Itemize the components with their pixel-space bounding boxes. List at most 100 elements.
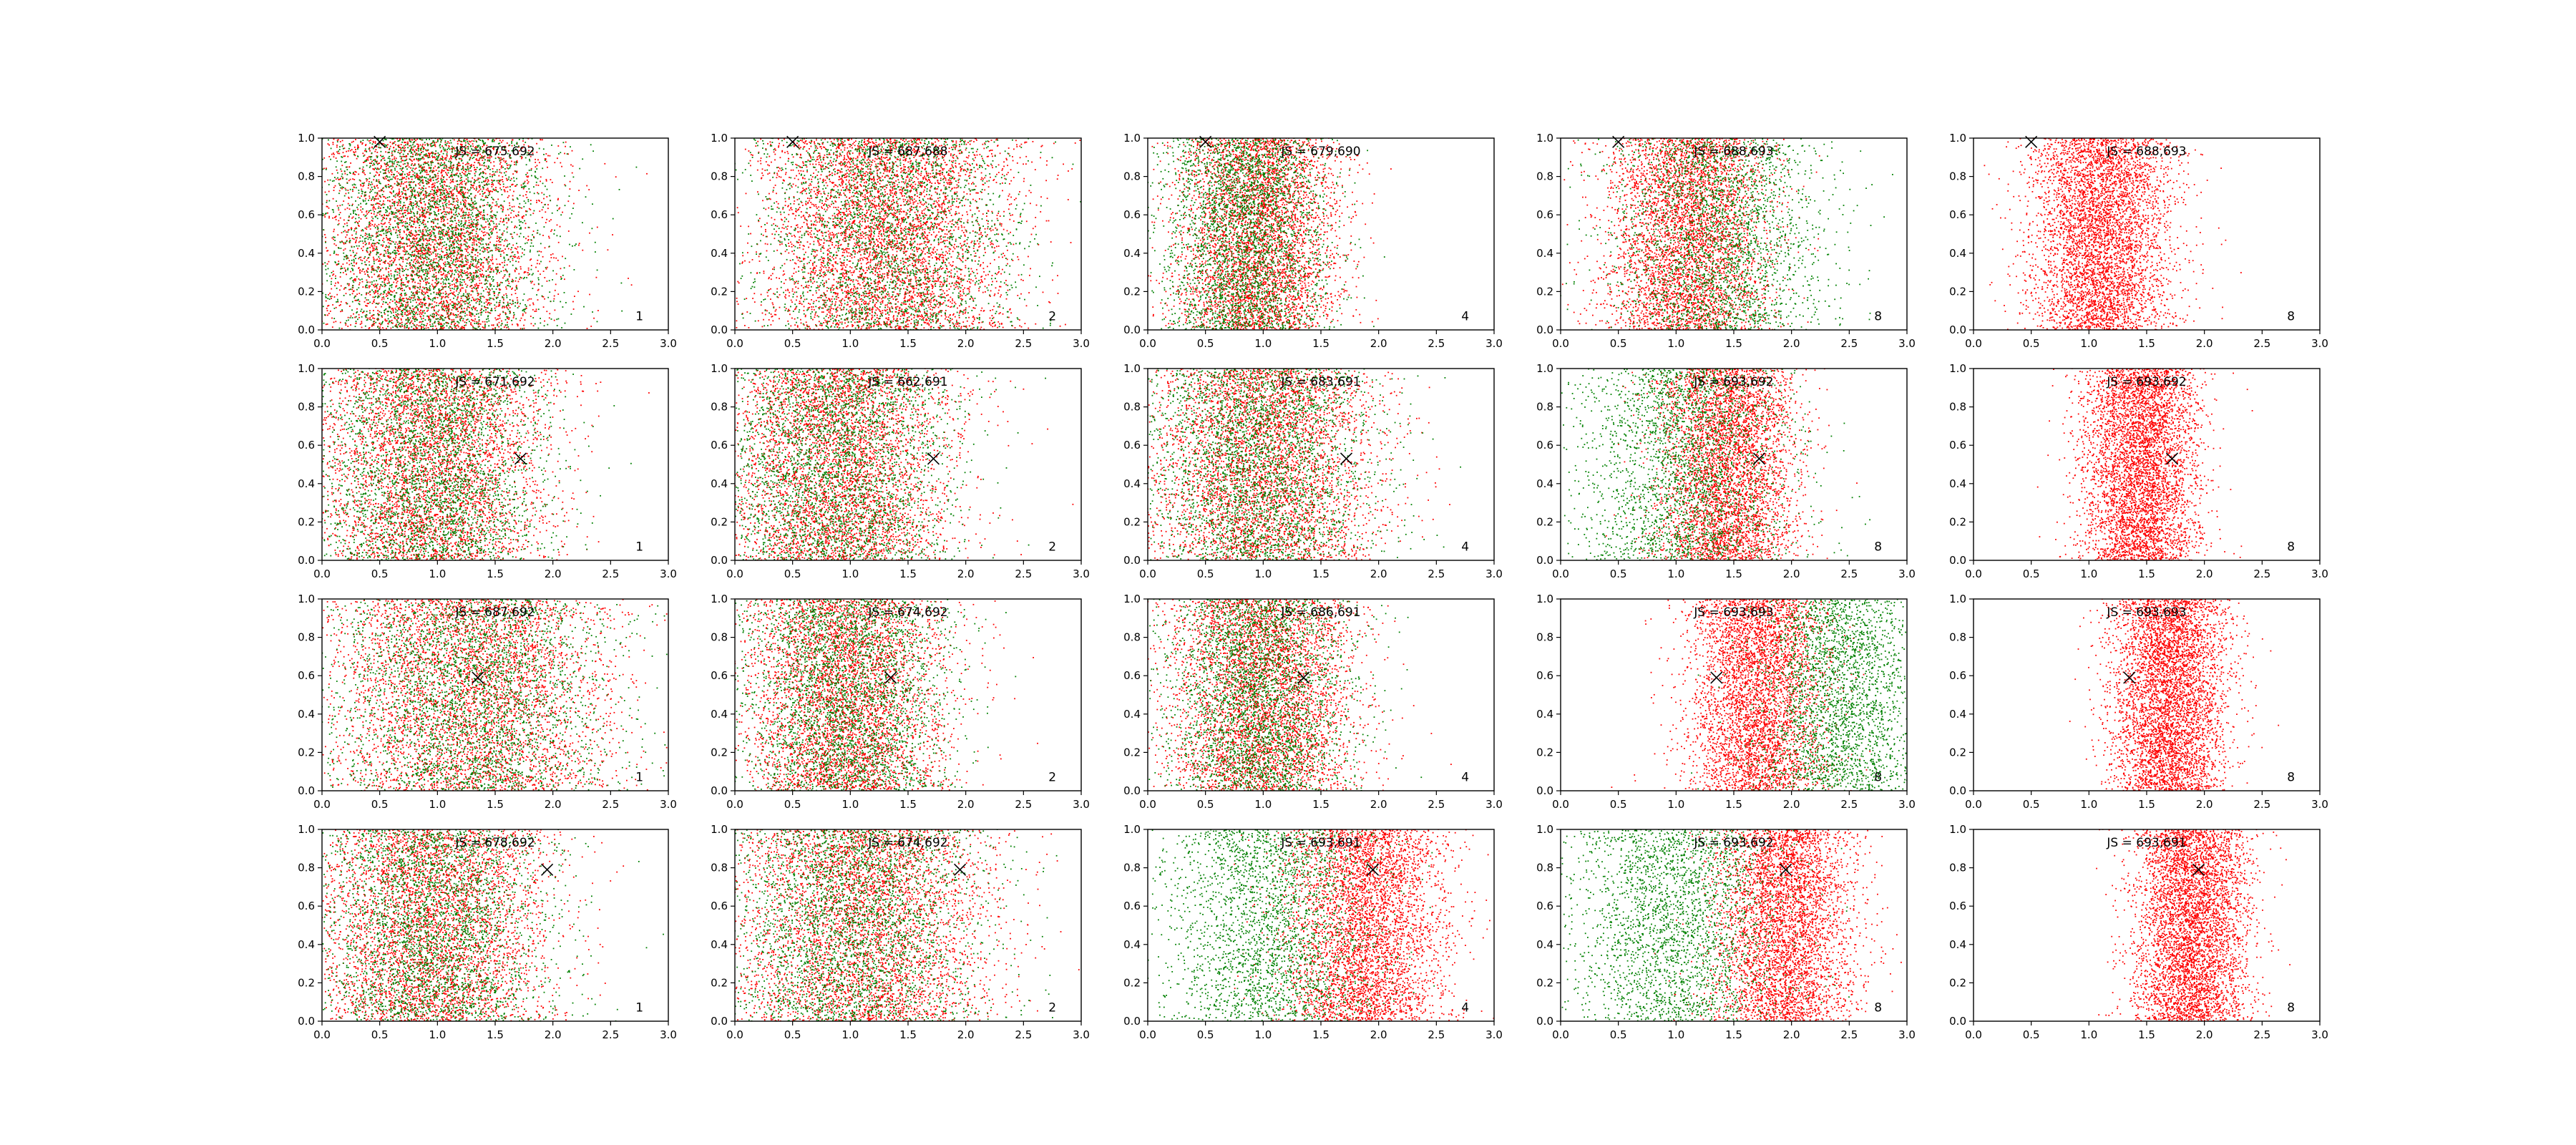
data-point [382, 219, 384, 220]
data-point [517, 258, 518, 259]
data-point [325, 237, 326, 238]
data-point [361, 195, 362, 197]
data-point [526, 176, 527, 177]
data-point [442, 160, 444, 161]
data-point [352, 185, 353, 186]
data-point [352, 190, 353, 192]
data-point [500, 180, 502, 181]
data-point [431, 194, 433, 195]
data-point [428, 195, 429, 196]
data-point [363, 183, 364, 185]
data-point [403, 282, 404, 283]
data-point [435, 237, 436, 238]
data-point [426, 284, 427, 286]
data-point [380, 155, 381, 156]
data-point [487, 291, 489, 293]
data-point [449, 240, 451, 241]
data-point [495, 187, 497, 188]
data-point [448, 145, 449, 147]
data-point [360, 210, 361, 211]
data-point [481, 248, 482, 249]
data-point [528, 181, 530, 182]
data-point [486, 318, 487, 320]
data-point [484, 257, 485, 258]
data-point [331, 298, 332, 299]
data-point [340, 322, 341, 323]
data-point [557, 225, 558, 226]
data-point [452, 264, 454, 265]
data-point [426, 170, 427, 171]
data-point [328, 294, 329, 296]
data-point [458, 314, 459, 316]
data-point [431, 284, 433, 286]
data-point [349, 238, 351, 239]
data-point [334, 237, 336, 238]
data-point [474, 308, 476, 309]
data-point [476, 283, 477, 285]
data-point [409, 311, 410, 312]
data-point [409, 296, 411, 298]
data-point [500, 254, 502, 255]
data-point [472, 187, 474, 188]
data-point [401, 288, 403, 289]
data-point [377, 310, 379, 311]
data-point [369, 156, 370, 157]
data-point [459, 292, 460, 293]
data-point [424, 310, 425, 311]
data-point [510, 180, 512, 181]
data-point [406, 274, 407, 276]
data-point [399, 190, 400, 192]
data-point [360, 273, 361, 274]
data-point [411, 255, 412, 257]
data-point [518, 261, 519, 263]
data-point [444, 310, 445, 311]
data-point [409, 223, 411, 224]
data-point [447, 219, 449, 220]
data-point [390, 146, 391, 147]
data-point [411, 225, 412, 226]
data-point [497, 249, 498, 250]
data-point [446, 160, 447, 161]
data-point [490, 303, 492, 304]
data-point [357, 145, 358, 146]
data-point [457, 258, 458, 260]
data-point [457, 316, 459, 318]
data-point [510, 213, 512, 214]
data-point [411, 266, 412, 268]
data-point [418, 283, 419, 284]
data-point [341, 187, 343, 188]
data-point [460, 264, 462, 265]
data-point [544, 277, 545, 278]
data-point [344, 195, 346, 197]
data-point [418, 147, 419, 148]
data-point [326, 323, 327, 325]
data-point [434, 243, 436, 245]
data-point [382, 245, 384, 247]
data-point [538, 185, 540, 186]
data-point [364, 214, 365, 215]
data-point [457, 298, 459, 299]
data-point [404, 301, 405, 302]
data-point [327, 310, 328, 311]
data-point [350, 145, 351, 147]
data-point [428, 174, 429, 175]
data-point [464, 224, 466, 225]
data-point [353, 152, 355, 154]
data-point [467, 252, 469, 253]
data-point [396, 171, 398, 172]
data-point [483, 181, 484, 182]
data-point [391, 170, 393, 171]
data-point [527, 300, 529, 301]
data-point [334, 296, 336, 298]
data-point [415, 235, 416, 237]
data-point [492, 183, 494, 185]
data-point [509, 276, 510, 278]
data-point [441, 289, 442, 291]
data-point [381, 235, 382, 236]
data-point [377, 318, 379, 319]
data-point [443, 208, 444, 210]
data-point [453, 195, 454, 196]
data-point [434, 248, 435, 250]
data-point [429, 157, 431, 158]
data-point [519, 258, 520, 259]
